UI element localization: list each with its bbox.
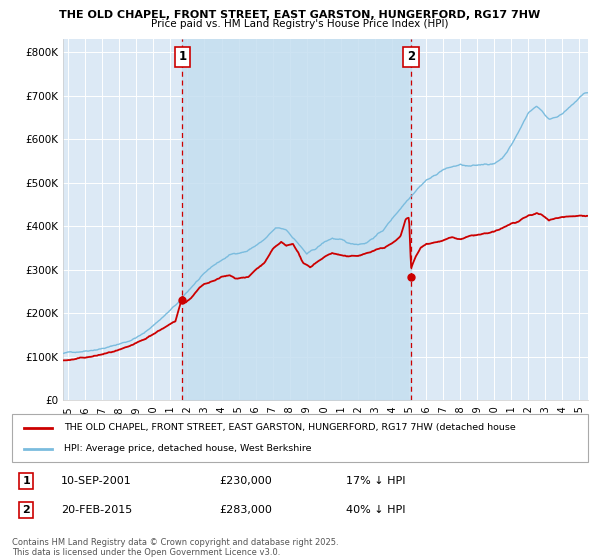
Text: HPI: Average price, detached house, West Berkshire: HPI: Average price, detached house, West… [64, 444, 311, 453]
Text: 17% ↓ HPI: 17% ↓ HPI [346, 476, 406, 486]
Text: Contains HM Land Registry data © Crown copyright and database right 2025.
This d: Contains HM Land Registry data © Crown c… [12, 538, 338, 557]
Text: THE OLD CHAPEL, FRONT STREET, EAST GARSTON, HUNGERFORD, RG17 7HW: THE OLD CHAPEL, FRONT STREET, EAST GARST… [59, 10, 541, 20]
Text: £230,000: £230,000 [220, 476, 272, 486]
Text: 1: 1 [178, 50, 187, 63]
Text: Price paid vs. HM Land Registry's House Price Index (HPI): Price paid vs. HM Land Registry's House … [151, 19, 449, 29]
Text: 2: 2 [407, 50, 415, 63]
Text: THE OLD CHAPEL, FRONT STREET, EAST GARSTON, HUNGERFORD, RG17 7HW (detached house: THE OLD CHAPEL, FRONT STREET, EAST GARST… [64, 423, 515, 432]
Text: £283,000: £283,000 [220, 505, 272, 515]
Text: 2: 2 [23, 505, 30, 515]
Text: 1: 1 [23, 476, 30, 486]
Text: 40% ↓ HPI: 40% ↓ HPI [346, 505, 406, 515]
Text: 20-FEB-2015: 20-FEB-2015 [61, 505, 132, 515]
Text: 10-SEP-2001: 10-SEP-2001 [61, 476, 132, 486]
